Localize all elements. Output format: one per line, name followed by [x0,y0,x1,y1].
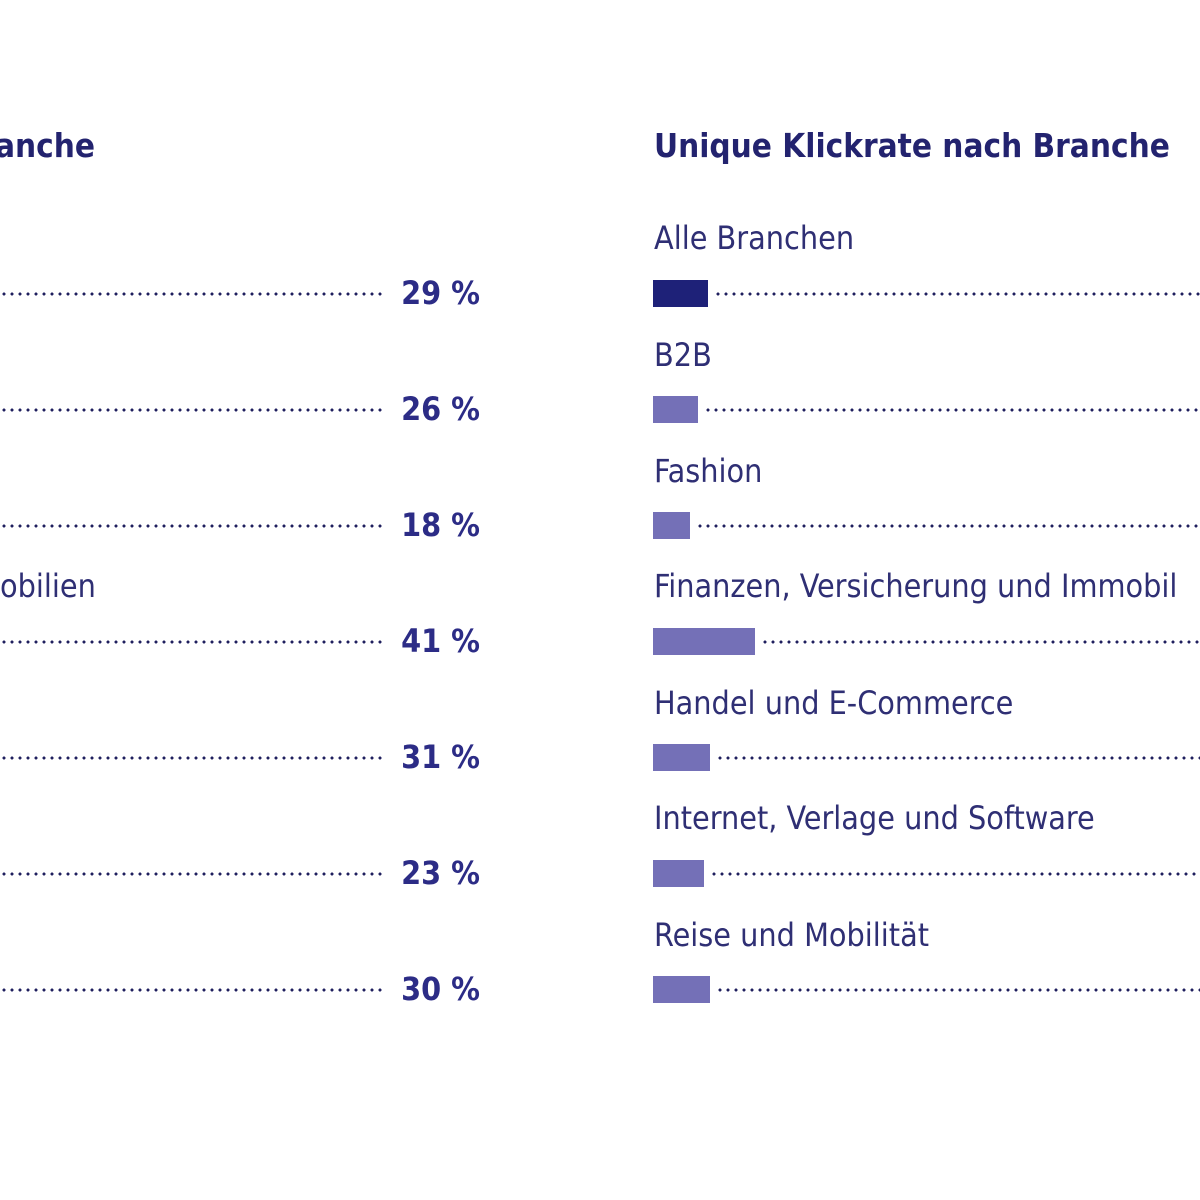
right-leader-dots [704,408,1200,412]
left-chart-title: anche [0,126,96,165]
right-bar [653,280,708,307]
right-category-label: Handel und E-Commerce [654,684,1014,722]
right-bar [653,628,755,655]
right-category-label: Fashion [654,452,763,490]
right-leader-dots [696,524,1200,528]
left-value-label: 18 % [401,506,480,544]
left-value-label: 41 % [401,622,480,660]
left-value-label: 30 % [401,970,480,1008]
left-leader-dots [0,756,384,760]
left-leader-dots [0,408,384,412]
left-value-label: 29 % [401,274,480,312]
right-category-label: Finanzen, Versicherung und Immobil [654,567,1178,605]
left-leader-dots [0,524,384,528]
left-leader-dots [0,292,384,296]
left-value-label: 31 % [401,738,480,776]
right-bar [653,744,710,771]
right-chart-title: Unique Klickrate nach Branche [654,126,1170,165]
left-value-label: 23 % [401,854,480,892]
right-leader-dots [714,292,1200,296]
right-leader-dots [761,640,1200,644]
right-category-label: B2B [654,336,712,374]
left-category-label: obilien [0,567,96,605]
right-leader-dots [710,872,1200,876]
right-bar [653,976,710,1003]
left-leader-dots [0,872,384,876]
right-category-label: Alle Branchen [654,219,855,257]
left-leader-dots [0,640,384,644]
right-bar [653,396,698,423]
right-bar [653,512,690,539]
right-bar [653,860,704,887]
right-category-label: Reise und Mobilität [654,916,929,954]
right-leader-dots [716,988,1200,992]
right-category-label: Internet, Verlage und Software [654,799,1095,837]
right-leader-dots [716,756,1200,760]
left-value-label: 26 % [401,390,480,428]
left-leader-dots [0,988,384,992]
